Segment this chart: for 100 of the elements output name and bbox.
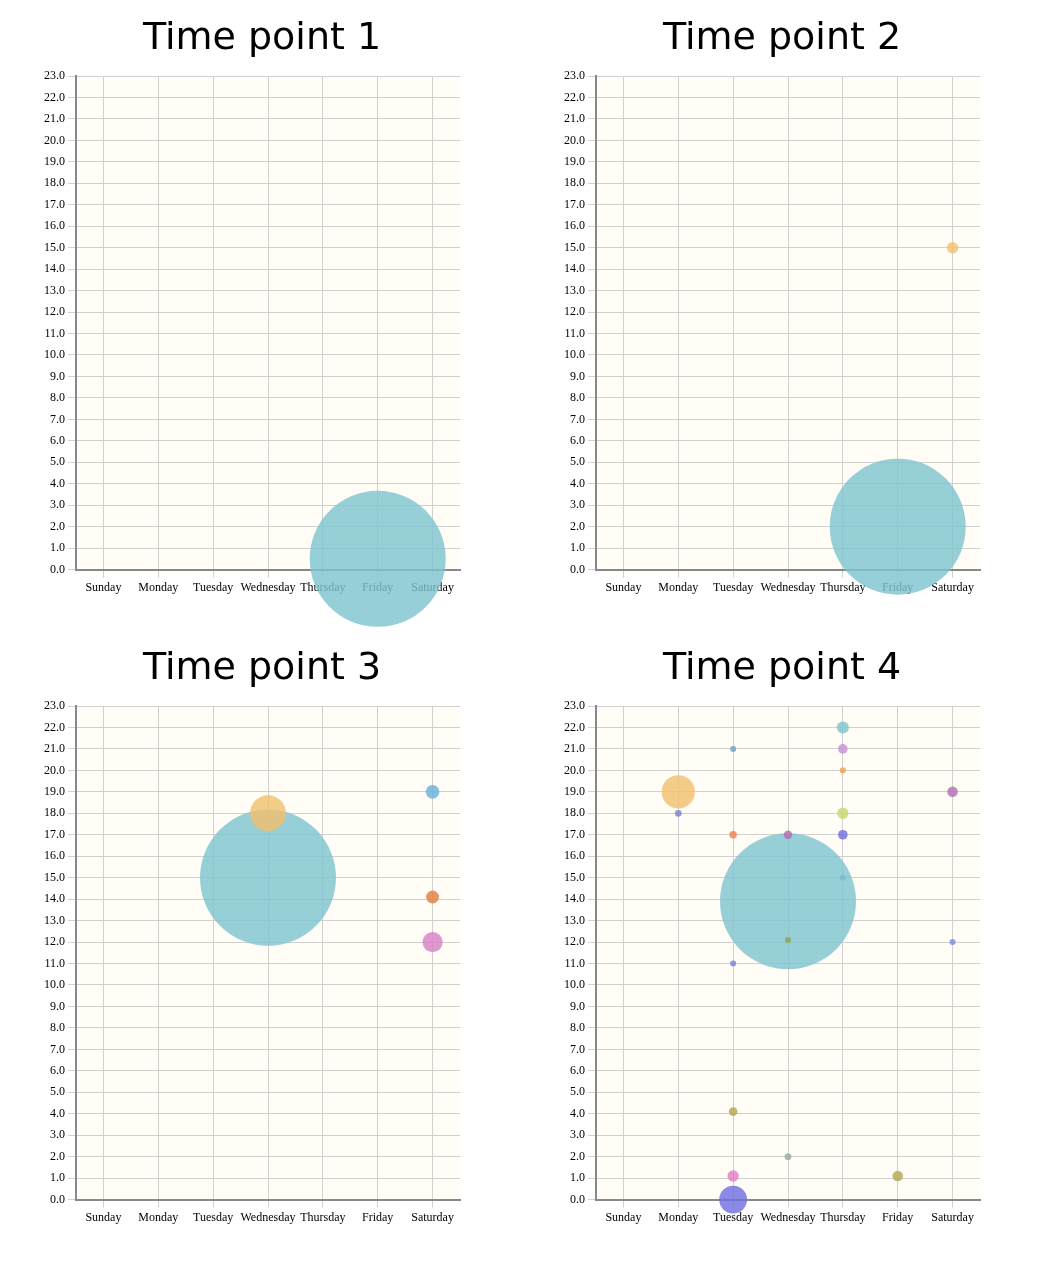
x-tick-label: Sunday [85,1209,122,1224]
x-tick-label: Wednesday [760,1209,816,1224]
y-tick-label: 16.0 [44,218,65,233]
y-tick-label: 17.0 [564,826,585,841]
y-tick-label: 1.0 [50,540,65,555]
y-tick-label: 22.0 [564,89,585,104]
y-tick-label: 5.0 [50,454,65,469]
y-tick-label: 19.0 [564,784,585,798]
x-tick-label: Monday [138,1209,179,1224]
x-tick-label: Tuesday [193,579,234,594]
chart-title: Time point 2 [661,14,902,59]
y-tick-label: 12.0 [44,304,65,319]
y-tick-label: 0.0 [570,1191,585,1206]
y-tick-label: 17.0 [44,826,65,841]
x-tick-label: Saturday [931,1209,974,1224]
y-tick-label: 16.0 [44,848,65,863]
y-tick-label: 9.0 [570,368,585,383]
y-tick-label: 23.0 [44,68,65,83]
y-tick-label: 12.0 [564,304,585,319]
y-tick-label: 23.0 [564,68,585,83]
y-tick-label: 15.0 [564,869,585,884]
y-tick-label: 3.0 [570,497,585,512]
x-tick-label: Sunday [605,1209,642,1224]
y-tick-label: 4.0 [570,1105,585,1120]
y-tick-label: 7.0 [50,1041,65,1056]
x-tick-label: Friday [362,1209,394,1224]
y-tick-label: 8.0 [50,390,65,405]
y-tick-label: 6.0 [50,432,65,447]
y-tick-label: 22.0 [44,89,65,104]
y-tick-label: 13.0 [44,912,65,927]
y-tick-label: 15.0 [44,239,65,254]
x-tick-label: Thursday [820,1209,866,1224]
x-tick-label: Monday [138,579,179,594]
y-tick-label: 5.0 [570,454,585,469]
y-tick-label: 13.0 [564,282,585,297]
y-tick-label: 3.0 [50,1127,65,1142]
y-tick-label: 8.0 [570,390,585,405]
y-tick-label: 14.0 [44,261,65,276]
y-tick-label: 5.0 [570,1084,585,1099]
y-tick-label: 12.0 [564,934,585,949]
y-tick-label: 13.0 [564,912,585,927]
x-tick-label: Saturday [411,1209,454,1224]
y-tick-label: 21.0 [564,741,585,756]
y-tick-label: 8.0 [50,1020,65,1035]
y-tick-label: 3.0 [570,1127,585,1142]
y-tick-label: 14.0 [564,891,585,906]
y-tick-label: 14.0 [44,891,65,906]
y-tick-label: 18.0 [564,805,585,820]
x-tick-label: Wednesday [240,579,296,594]
y-tick-label: 20.0 [44,132,65,147]
y-tick-label: 10.0 [44,347,65,362]
x-tick-label: Wednesday [240,1209,296,1224]
y-tick-label: 4.0 [50,1105,65,1120]
y-tick-label: 9.0 [50,368,65,383]
y-tick-label: 0.0 [570,561,585,576]
y-tick-label: 20.0 [564,762,585,777]
y-tick-label: 20.0 [564,132,585,147]
x-tick-label: Monday [658,1209,699,1224]
y-tick-label: 23.0 [44,698,65,713]
x-tick-label: Tuesday [713,579,754,594]
x-tick-label: Monday [658,579,699,594]
y-tick-label: 11.0 [564,325,585,340]
y-tick-label: 21.0 [564,111,585,126]
y-tick-label: 1.0 [50,1170,65,1185]
y-tick-label: 9.0 [570,998,585,1013]
y-tick-label: 14.0 [564,261,585,276]
y-tick-label: 17.0 [44,196,65,211]
y-tick-label: 20.0 [44,762,65,777]
y-tick-label: 11.0 [44,955,65,970]
y-tick-label: 13.0 [44,282,65,297]
y-tick-label: 2.0 [570,518,585,533]
y-tick-label: 22.0 [44,719,65,734]
y-tick-label: 11.0 [564,955,585,970]
y-tick-label: 0.0 [50,561,65,576]
y-tick-label: 17.0 [564,196,585,211]
y-tick-label: 0.0 [50,1191,65,1206]
y-tick-label: 2.0 [570,1148,585,1163]
x-tick-label: Friday [882,1209,914,1224]
x-tick-label: Thursday [820,579,866,594]
x-tick-label: Tuesday [193,1209,234,1224]
y-tick-label: 10.0 [564,347,585,362]
y-tick-label: 1.0 [570,1170,585,1185]
y-tick-label: 22.0 [564,719,585,734]
y-tick-label: 18.0 [564,175,585,190]
chart-title: Time point 3 [141,644,382,689]
y-tick-label: 4.0 [50,475,65,490]
y-tick-label: 5.0 [50,1084,65,1099]
y-tick-label: 6.0 [570,1062,585,1077]
y-tick-label: 9.0 [50,998,65,1013]
y-tick-label: 6.0 [50,1062,65,1077]
y-tick-label: 7.0 [570,411,585,426]
y-tick-label: 10.0 [44,977,65,992]
x-tick-label: Thursday [300,1209,346,1224]
y-tick-label: 21.0 [44,111,65,126]
x-tick-label: Saturday [931,579,974,594]
y-tick-label: 2.0 [50,518,65,533]
y-tick-label: 18.0 [44,175,65,190]
y-tick-label: 12.0 [44,934,65,949]
x-tick-label: Wednesday [760,579,816,594]
y-tick-label: 1.0 [570,540,585,555]
